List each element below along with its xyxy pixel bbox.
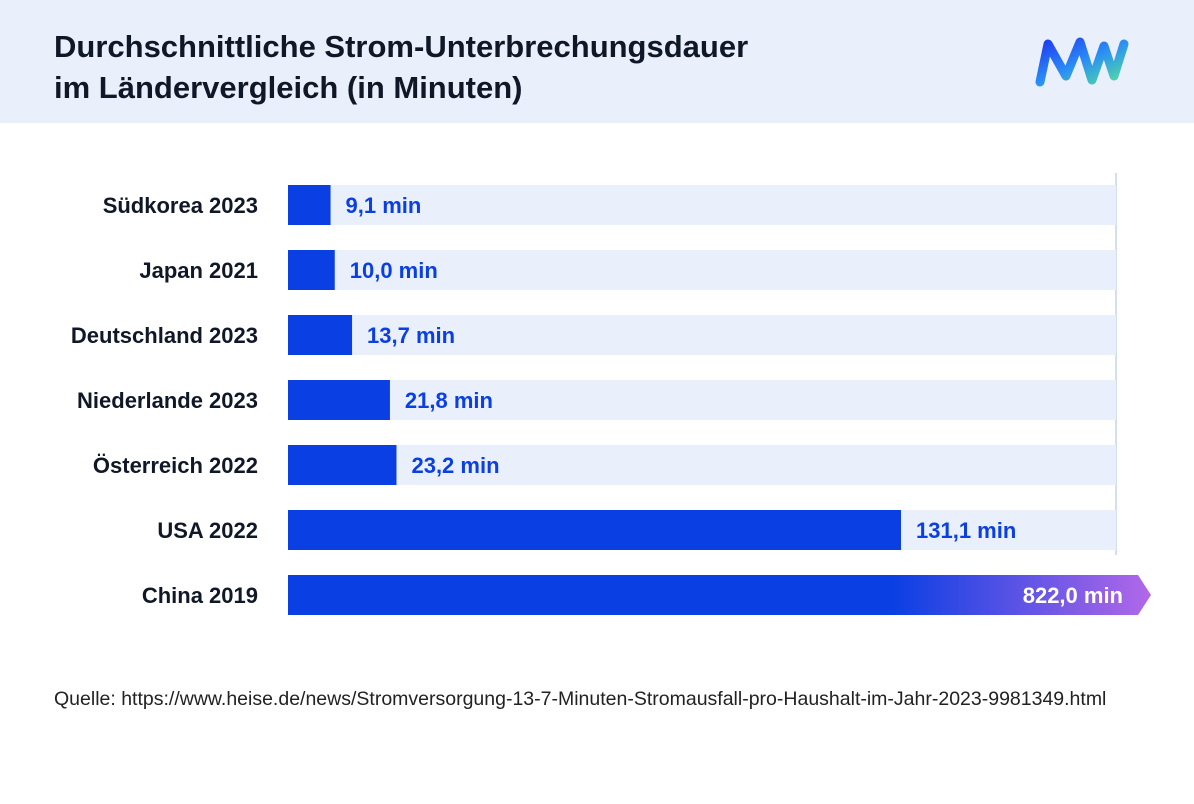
- mw-logo-icon: [1035, 37, 1129, 87]
- category-label: China 2019: [142, 583, 258, 608]
- bar-track: [288, 445, 1116, 485]
- chart-title: Durchschnittliche Strom-Unterbrechungsda…: [54, 26, 954, 108]
- category-label: Österreich 2022: [93, 453, 258, 478]
- category-label: Niederlande 2023: [77, 388, 258, 413]
- bar: [288, 510, 901, 550]
- value-label: 131,1 min: [916, 518, 1016, 543]
- category-label: USA 2022: [157, 518, 258, 543]
- value-label: 9,1 min: [346, 193, 422, 218]
- bar-track: [288, 185, 1116, 225]
- bar: [288, 185, 331, 225]
- bar: [288, 315, 353, 355]
- value-label: 23,2 min: [411, 453, 499, 478]
- value-label: 21,8 min: [405, 388, 493, 413]
- header-banner: Durchschnittliche Strom-Unterbrechungsda…: [0, 0, 1194, 123]
- bar-track: [288, 380, 1116, 420]
- bar-chart: Südkorea 2023 9,1 min Japan 2021 10,0 min De…: [0, 123, 1194, 663]
- category-label: Deutschland 2023: [71, 323, 258, 348]
- bar-chart-svg: Südkorea 2023 9,1 min Japan 2021 10,0 min De…: [71, 173, 1151, 615]
- chart-title-line-1: Durchschnittliche Strom-Unterbrechungsda…: [54, 29, 749, 64]
- bar-track: [288, 315, 1116, 355]
- value-label: 13,7 min: [367, 323, 455, 348]
- source-note: Quelle: https://www.heise.de/news/Stromv…: [54, 688, 1107, 710]
- bar-track: [288, 250, 1116, 290]
- bar: [288, 250, 335, 290]
- category-label: Südkorea 2023: [103, 193, 258, 218]
- value-label: 822,0 min: [1023, 583, 1123, 608]
- bar: [288, 445, 397, 485]
- bar: [288, 380, 390, 420]
- value-label: 10,0 min: [350, 258, 438, 283]
- category-label: Japan 2021: [139, 258, 258, 283]
- bar: [288, 575, 1151, 615]
- chart-title-line-2: im Ländervergleich (in Minuten): [54, 70, 523, 105]
